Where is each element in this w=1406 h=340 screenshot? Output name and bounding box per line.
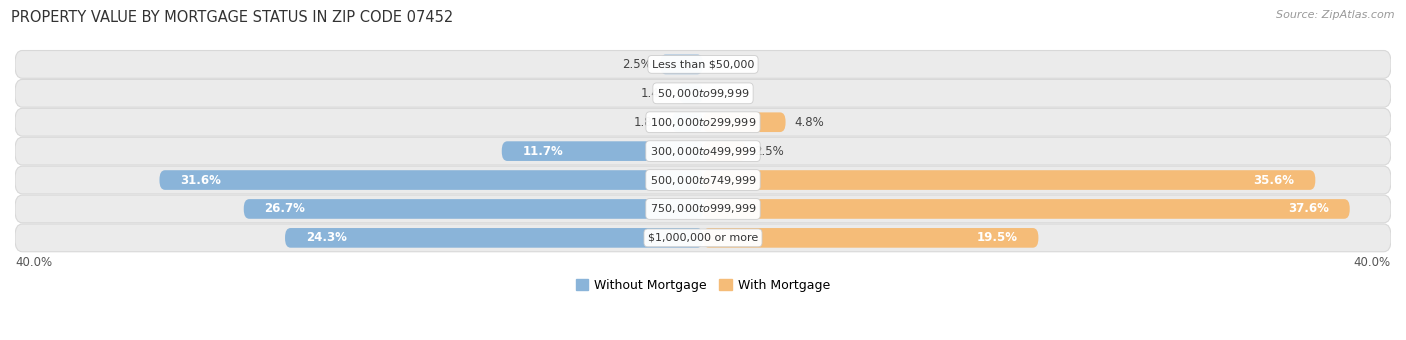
Text: $300,000 to $499,999: $300,000 to $499,999 bbox=[650, 144, 756, 158]
Text: $1,000,000 or more: $1,000,000 or more bbox=[648, 233, 758, 243]
Text: $750,000 to $999,999: $750,000 to $999,999 bbox=[650, 202, 756, 216]
Text: Less than $50,000: Less than $50,000 bbox=[652, 59, 754, 69]
FancyBboxPatch shape bbox=[703, 170, 1316, 190]
Legend: Without Mortgage, With Mortgage: Without Mortgage, With Mortgage bbox=[571, 274, 835, 297]
FancyBboxPatch shape bbox=[703, 141, 747, 161]
Text: 1.8%: 1.8% bbox=[634, 116, 664, 129]
FancyBboxPatch shape bbox=[15, 80, 1391, 107]
FancyBboxPatch shape bbox=[15, 108, 1391, 136]
FancyBboxPatch shape bbox=[15, 224, 1391, 252]
Text: 31.6%: 31.6% bbox=[180, 173, 221, 187]
FancyBboxPatch shape bbox=[15, 137, 1391, 165]
Text: 19.5%: 19.5% bbox=[977, 231, 1018, 244]
Text: PROPERTY VALUE BY MORTGAGE STATUS IN ZIP CODE 07452: PROPERTY VALUE BY MORTGAGE STATUS IN ZIP… bbox=[11, 10, 454, 25]
FancyBboxPatch shape bbox=[703, 228, 1039, 248]
FancyBboxPatch shape bbox=[679, 84, 703, 103]
FancyBboxPatch shape bbox=[15, 51, 1391, 78]
FancyBboxPatch shape bbox=[159, 170, 703, 190]
Text: $500,000 to $749,999: $500,000 to $749,999 bbox=[650, 173, 756, 187]
Text: 11.7%: 11.7% bbox=[523, 144, 564, 158]
FancyBboxPatch shape bbox=[659, 54, 703, 74]
Text: 4.8%: 4.8% bbox=[794, 116, 824, 129]
FancyBboxPatch shape bbox=[672, 113, 703, 132]
FancyBboxPatch shape bbox=[703, 113, 786, 132]
FancyBboxPatch shape bbox=[243, 199, 703, 219]
Text: Source: ZipAtlas.com: Source: ZipAtlas.com bbox=[1277, 10, 1395, 20]
FancyBboxPatch shape bbox=[15, 195, 1391, 223]
Text: $50,000 to $99,999: $50,000 to $99,999 bbox=[657, 87, 749, 100]
FancyBboxPatch shape bbox=[15, 166, 1391, 194]
Text: $100,000 to $299,999: $100,000 to $299,999 bbox=[650, 116, 756, 129]
Text: 2.5%: 2.5% bbox=[621, 58, 651, 71]
Text: 24.3%: 24.3% bbox=[305, 231, 346, 244]
Text: 1.4%: 1.4% bbox=[641, 87, 671, 100]
Text: 40.0%: 40.0% bbox=[15, 256, 52, 269]
Text: 37.6%: 37.6% bbox=[1288, 202, 1329, 216]
Text: 40.0%: 40.0% bbox=[1354, 256, 1391, 269]
Text: 35.6%: 35.6% bbox=[1254, 173, 1295, 187]
FancyBboxPatch shape bbox=[285, 228, 703, 248]
FancyBboxPatch shape bbox=[502, 141, 703, 161]
Text: 26.7%: 26.7% bbox=[264, 202, 305, 216]
FancyBboxPatch shape bbox=[703, 199, 1350, 219]
Text: 2.5%: 2.5% bbox=[755, 144, 785, 158]
